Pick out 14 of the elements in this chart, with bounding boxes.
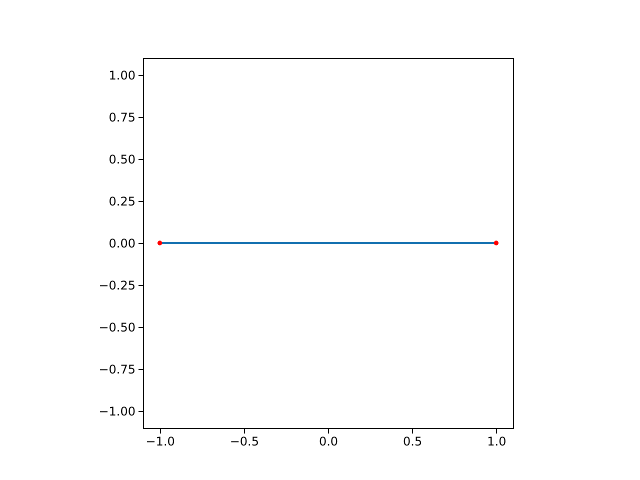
y-tick-label: 0.00: [108, 236, 136, 250]
x-tick-label: −0.5: [230, 434, 259, 448]
y-tick-label: −0.25: [98, 278, 136, 293]
y-tick-label: 1.00: [108, 68, 136, 82]
x-tick-label: −1.0: [146, 434, 175, 448]
y-tick-label: 0.50: [108, 152, 136, 166]
y-tick-label: −0.75: [98, 362, 136, 377]
y-tick-label: −0.50: [98, 320, 136, 335]
x-tick-label: 0.5: [403, 434, 422, 448]
x-tick-label: 0.0: [318, 434, 338, 448]
y-tick-label: 0.25: [108, 194, 136, 208]
x-tick-label: 1.0: [487, 434, 506, 448]
y-tick-label: 0.75: [108, 110, 136, 124]
y-tick-label: −1.00: [98, 404, 136, 419]
